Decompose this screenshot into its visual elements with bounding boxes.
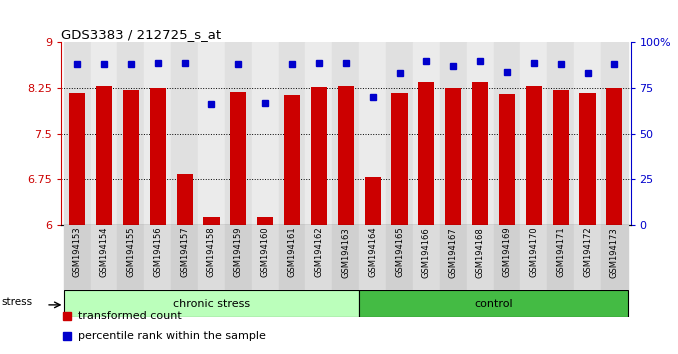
Text: GSM194158: GSM194158 (207, 227, 216, 278)
Bar (123, 90, 139, 225)
Text: GSM194159: GSM194159 (234, 227, 243, 277)
Bar (69, 93, 85, 225)
Bar (257, 217, 273, 225)
Text: GSM194156: GSM194156 (153, 227, 162, 278)
Bar (466, 42, 494, 225)
Bar (547, 42, 574, 225)
Bar (225, 225, 252, 290)
Bar (176, 175, 193, 225)
Bar (580, 93, 595, 225)
Bar (96, 86, 112, 225)
Bar (601, 225, 628, 290)
Bar (91, 225, 117, 290)
Bar (144, 42, 171, 225)
Bar (306, 42, 332, 225)
Bar (64, 42, 91, 225)
Bar (144, 225, 171, 290)
Text: GDS3383 / 212725_s_at: GDS3383 / 212725_s_at (61, 28, 221, 41)
Bar (91, 42, 117, 225)
Bar (279, 225, 306, 290)
Bar (64, 290, 359, 317)
Bar (365, 177, 381, 225)
Bar (606, 88, 622, 225)
Bar (494, 225, 521, 290)
Bar (231, 92, 246, 225)
Bar (332, 225, 359, 290)
Bar (553, 90, 569, 225)
Bar (171, 42, 198, 225)
Bar (413, 225, 440, 290)
Text: GSM194162: GSM194162 (315, 227, 323, 278)
Bar (332, 42, 359, 225)
Bar (499, 94, 515, 225)
Text: GSM194171: GSM194171 (556, 227, 565, 278)
Bar (494, 42, 521, 225)
Bar (413, 42, 440, 225)
Text: GSM194169: GSM194169 (502, 227, 511, 278)
Bar (279, 42, 306, 225)
Text: control: control (474, 298, 513, 309)
Text: GSM194155: GSM194155 (126, 227, 136, 277)
Text: GSM194160: GSM194160 (260, 227, 270, 278)
Bar (252, 225, 279, 290)
Bar (171, 225, 198, 290)
Text: chronic stress: chronic stress (173, 298, 250, 309)
Bar (284, 95, 300, 225)
Bar (445, 88, 461, 225)
Text: GSM194173: GSM194173 (610, 227, 619, 278)
Text: GSM194161: GSM194161 (287, 227, 296, 278)
Bar (391, 93, 407, 225)
Bar (359, 290, 628, 317)
Bar (338, 86, 354, 225)
Text: GSM194154: GSM194154 (100, 227, 108, 277)
Text: GSM194163: GSM194163 (341, 227, 351, 278)
Bar (359, 42, 386, 225)
Bar (150, 88, 166, 225)
Bar (574, 42, 601, 225)
Bar (601, 42, 628, 225)
Bar (521, 42, 547, 225)
Bar (440, 42, 466, 225)
Text: stress: stress (1, 297, 33, 307)
Bar (521, 225, 547, 290)
Text: GSM194168: GSM194168 (475, 227, 485, 278)
Text: GSM194164: GSM194164 (368, 227, 377, 278)
Bar (311, 87, 327, 225)
Bar (306, 225, 332, 290)
Text: GSM194167: GSM194167 (449, 227, 458, 278)
Text: GSM194153: GSM194153 (73, 227, 81, 278)
Text: GSM194166: GSM194166 (422, 227, 431, 278)
Bar (472, 82, 488, 225)
Text: GSM194165: GSM194165 (395, 227, 404, 278)
Text: percentile rank within the sample: percentile rank within the sample (78, 331, 266, 341)
Bar (440, 225, 466, 290)
Bar (203, 217, 220, 225)
Bar (117, 42, 144, 225)
Bar (386, 225, 413, 290)
Text: GSM194172: GSM194172 (583, 227, 592, 278)
Bar (386, 42, 413, 225)
Text: GSM194170: GSM194170 (530, 227, 538, 278)
Bar (547, 225, 574, 290)
Bar (198, 42, 225, 225)
Bar (418, 82, 435, 225)
Bar (252, 42, 279, 225)
Bar (466, 225, 494, 290)
Bar (64, 225, 91, 290)
Bar (525, 86, 542, 225)
Bar (198, 225, 225, 290)
Bar (359, 225, 386, 290)
Text: transformed count: transformed count (78, 311, 182, 321)
Bar (225, 42, 252, 225)
Bar (574, 225, 601, 290)
Text: GSM194157: GSM194157 (180, 227, 189, 278)
Bar (117, 225, 144, 290)
